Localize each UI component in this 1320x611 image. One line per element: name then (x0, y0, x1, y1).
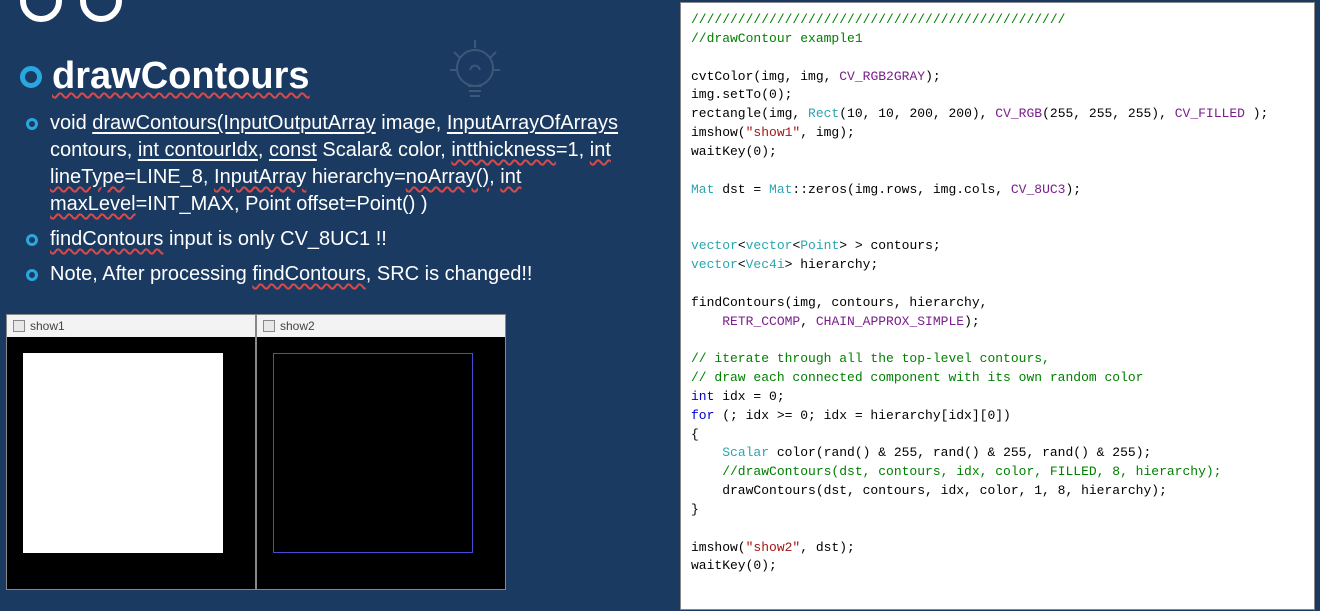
output-windows: show1 show2 (6, 314, 506, 590)
page-title: drawContours (52, 55, 310, 98)
window-show1: show1 (6, 314, 256, 590)
code-panel: ////////////////////////////////////////… (680, 2, 1315, 610)
slide-content: drawContours void drawContours(InputOutp… (20, 55, 660, 296)
heading-bullet-icon (20, 66, 42, 88)
eye-icon (20, 0, 62, 22)
white-rectangle (23, 353, 223, 553)
window-titlebar: show2 (257, 315, 505, 337)
window-body (7, 337, 255, 589)
title-row: drawContours (20, 55, 660, 98)
bullet-icon (26, 118, 38, 130)
decorative-eyes (20, 0, 122, 22)
blue-rectangle-outline (273, 353, 473, 553)
window-title-text: show2 (280, 319, 315, 333)
bullet-text: Note, After processing findContours, SRC… (50, 261, 660, 288)
bullet-icon (26, 269, 38, 281)
window-show2: show2 (256, 314, 506, 590)
eye-icon (80, 0, 122, 22)
window-title-text: show1 (30, 319, 65, 333)
list-item: void drawContours(InputOutputArray image… (26, 110, 660, 218)
window-titlebar: show1 (7, 315, 255, 337)
signature-text: void drawContours(InputOutputArray image… (50, 110, 660, 218)
window-body (257, 337, 505, 589)
list-item: Note, After processing findContours, SRC… (26, 261, 660, 288)
bullet-text: findContours input is only CV_8UC1 !! (50, 226, 660, 253)
list-item: findContours input is only CV_8UC1 !! (26, 226, 660, 253)
window-icon (263, 320, 275, 332)
window-icon (13, 320, 25, 332)
bullet-icon (26, 234, 38, 246)
